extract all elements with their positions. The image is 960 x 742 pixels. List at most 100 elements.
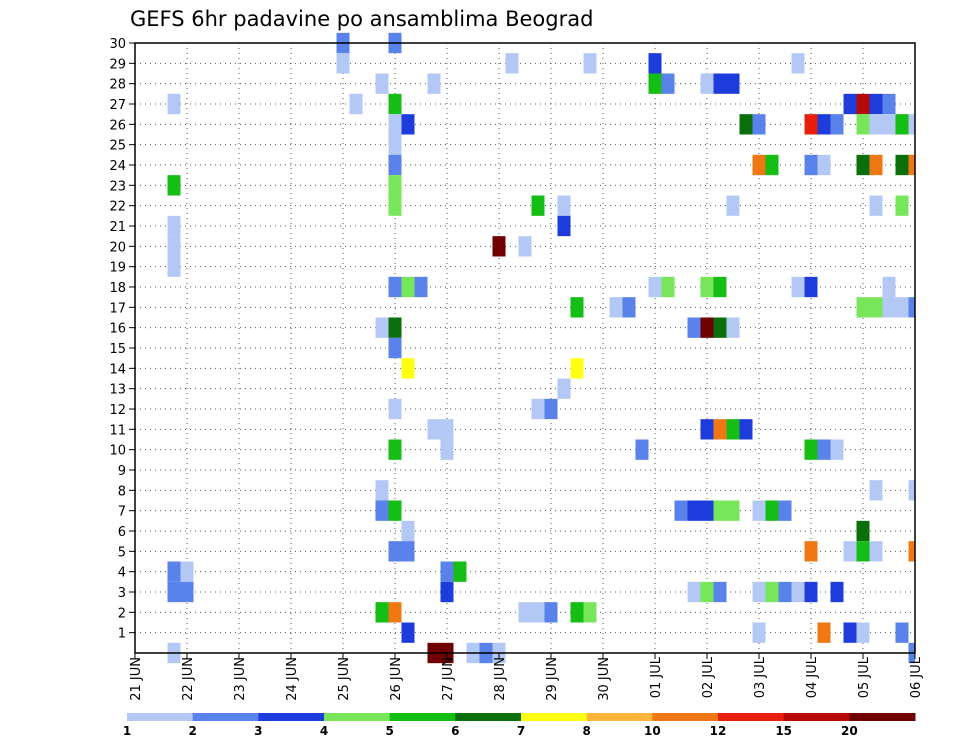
precip-cell <box>622 297 636 318</box>
precip-cell <box>869 195 883 216</box>
x-tick-label: 28 JUN <box>493 657 508 701</box>
precip-cell <box>830 439 844 460</box>
y-tick-label: 28 <box>109 78 126 93</box>
precip-cell <box>817 114 831 135</box>
y-tick-label: 6 <box>118 525 126 540</box>
precip-cell <box>388 276 402 298</box>
colorbar-label: 6 <box>451 724 459 738</box>
precip-cell <box>700 73 714 94</box>
y-tick-label: 8 <box>118 484 126 499</box>
precip-cell <box>388 602 402 623</box>
precip-cell <box>765 154 779 176</box>
precip-cell <box>869 297 883 318</box>
precip-cell <box>752 500 766 521</box>
precip-cell <box>856 93 870 115</box>
x-tick-label: 21 JUN <box>129 657 144 701</box>
colorbar-label: 7 <box>517 724 525 738</box>
precip-cell <box>752 154 766 176</box>
precip-cell <box>401 114 415 135</box>
precip-cell <box>180 581 194 603</box>
x-tick-label: 22 JUN <box>181 657 196 701</box>
x-tick-label: 23 JUN <box>233 657 248 701</box>
precip-cell <box>687 317 701 338</box>
precip-cell <box>895 622 909 643</box>
precip-cell <box>544 602 558 623</box>
precip-cell <box>713 317 727 338</box>
precip-cell <box>804 581 818 603</box>
colorbar-label: 15 <box>775 724 792 738</box>
y-tick-label: 29 <box>109 57 126 72</box>
precip-cell <box>440 439 454 460</box>
precip-cell <box>557 215 571 237</box>
colorbar-segment <box>455 713 522 721</box>
precip-cell <box>570 297 584 318</box>
colorbar-segment <box>652 713 719 721</box>
precip-cell <box>349 93 363 115</box>
precip-cell <box>830 581 844 603</box>
colorbar-segment <box>521 713 588 721</box>
y-tick-label: 2 <box>118 606 126 621</box>
precip-cell <box>804 541 818 562</box>
x-tick-label: 01 JUL <box>649 656 664 698</box>
precip-cell <box>388 398 402 420</box>
precip-cell <box>635 439 649 460</box>
precip-cell <box>895 154 909 176</box>
precip-cell <box>557 378 571 399</box>
x-tick-label: 29 JUN <box>545 657 560 701</box>
precip-cell <box>375 500 389 521</box>
precip-cell <box>401 520 415 542</box>
precip-cell <box>843 622 857 643</box>
precip-cell <box>388 154 402 176</box>
colorbar-label: 12 <box>710 724 727 738</box>
colorbar-label: 10 <box>644 724 661 738</box>
precip-cell <box>726 500 740 521</box>
precip-cell <box>167 561 181 582</box>
precip-cell <box>856 154 870 176</box>
y-tick-label: 3 <box>118 586 126 601</box>
y-tick-label: 27 <box>109 98 126 113</box>
precip-cell <box>609 297 623 318</box>
precip-cell <box>648 276 662 298</box>
colorbar-label: 2 <box>188 724 196 738</box>
y-tick-label: 13 <box>109 383 126 398</box>
precip-cell <box>375 73 389 94</box>
y-tick-label: 9 <box>118 464 126 479</box>
precip-cell <box>804 114 818 135</box>
y-tick-label: 23 <box>109 179 126 194</box>
x-tick-label: 25 JUN <box>337 657 352 701</box>
x-tick-label: 03 JUL <box>753 656 768 698</box>
precip-cell <box>375 480 389 501</box>
precip-cell <box>791 581 805 603</box>
x-tick-label: 04 JUL <box>805 656 820 698</box>
precip-cell <box>505 53 519 74</box>
y-axis: 1234567891011121314151617181920212223242… <box>109 37 135 642</box>
y-tick-label: 11 <box>109 423 126 438</box>
precip-cell <box>765 500 779 521</box>
precip-cell <box>739 114 753 135</box>
precip-cell <box>570 358 584 379</box>
colorbar-label: 5 <box>385 724 393 738</box>
precip-cell <box>401 358 415 379</box>
precip-cell <box>518 602 532 623</box>
precip-cell <box>778 581 792 603</box>
precip-cell <box>388 175 402 196</box>
precip-cell <box>375 317 389 338</box>
precip-cell <box>388 114 402 135</box>
precip-cell <box>908 297 915 318</box>
precip-cell <box>700 500 714 521</box>
precip-cell <box>375 602 389 623</box>
precip-cell <box>713 73 727 94</box>
precip-cell <box>687 581 701 603</box>
x-tick-label: 06 JUL <box>909 656 924 698</box>
precip-cell <box>895 114 909 135</box>
precip-cell <box>726 195 740 216</box>
precip-cell <box>869 154 883 176</box>
y-tick-label: 24 <box>109 159 126 174</box>
colorbar-segment <box>718 713 785 721</box>
precip-cell <box>531 195 545 216</box>
precip-cell <box>882 276 896 298</box>
precipitation-cells <box>167 32 915 664</box>
y-tick-label: 1 <box>118 627 126 642</box>
colorbar-segment <box>192 713 259 721</box>
y-tick-label: 22 <box>109 200 126 215</box>
